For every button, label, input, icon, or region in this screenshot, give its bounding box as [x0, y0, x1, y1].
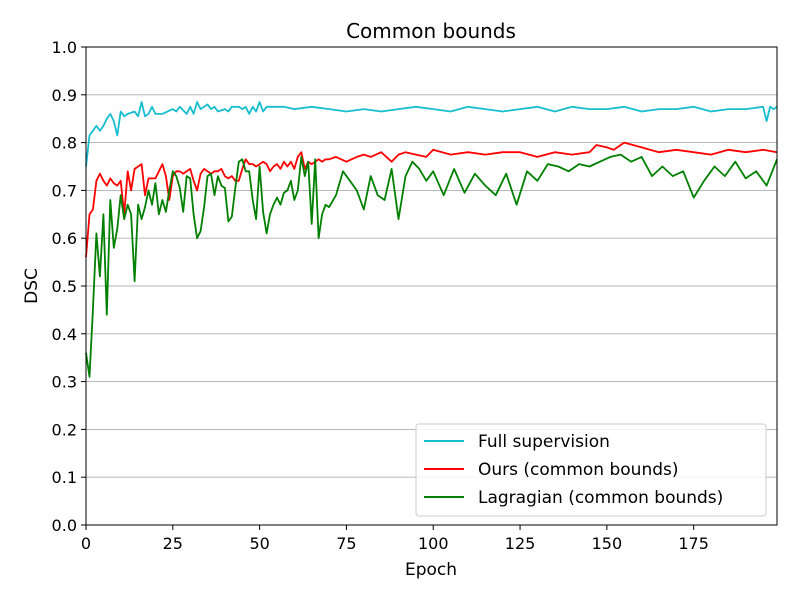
- y-tick-label-8: 0.8: [52, 134, 77, 153]
- legend-box: [415, 423, 767, 517]
- x-tick-label-5: 125: [505, 534, 536, 553]
- y-tick-label-2: 0.2: [52, 420, 77, 439]
- legend-label-full-supervision: Full supervision: [478, 432, 610, 452]
- x-tick-label-4: 100: [418, 534, 449, 553]
- y-tick-label-5: 0.5: [52, 277, 77, 296]
- legend-label-ours-common-bounds: Ours (common bounds): [478, 460, 679, 480]
- gridlines: [86, 94, 777, 478]
- y-axis: 0.0 0.1 0.2 0.3 0.4 0.5 0.6 0.7 0.8 0.9 1.0: [52, 38, 86, 535]
- legend-label-lagragian-common-bounds: Lagragian (common bounds): [478, 488, 723, 508]
- series-line-lagragian-common-bounds: [85, 153, 778, 378]
- x-tick-label-6: 150: [592, 534, 623, 553]
- series-layer: [85, 101, 778, 378]
- y-tick-label-0: 0.0: [52, 516, 77, 535]
- y-tick-label-6: 0.6: [52, 229, 77, 248]
- x-tick-label-7: 175: [678, 534, 709, 553]
- y-tick-label-3: 0.3: [52, 373, 77, 392]
- y-tick-label-4: 0.4: [52, 325, 77, 344]
- x-axis-title: Epoch: [405, 560, 457, 580]
- series-line-ours-common-bounds: [85, 141, 778, 258]
- y-tick-label-10: 1.0: [52, 38, 77, 57]
- x-tick-label-0: 0: [81, 534, 91, 553]
- x-tick-label-1: 25: [163, 534, 183, 553]
- x-tick-label-2: 50: [249, 534, 269, 553]
- x-axis: 0 25 50 75 100 125 150 175: [81, 525, 709, 553]
- chart-title: Common bounds: [346, 19, 516, 43]
- y-tick-label-7: 0.7: [52, 181, 77, 200]
- x-tick-label-3: 75: [336, 534, 356, 553]
- y-axis-title: DSC: [22, 268, 42, 304]
- legend: Full supervision Ours (common bounds) Lagr…: [415, 423, 767, 517]
- y-tick-label-1: 0.1: [52, 468, 77, 487]
- series-line-full-supervision: [85, 101, 778, 167]
- y-tick-label-9: 0.9: [52, 86, 77, 105]
